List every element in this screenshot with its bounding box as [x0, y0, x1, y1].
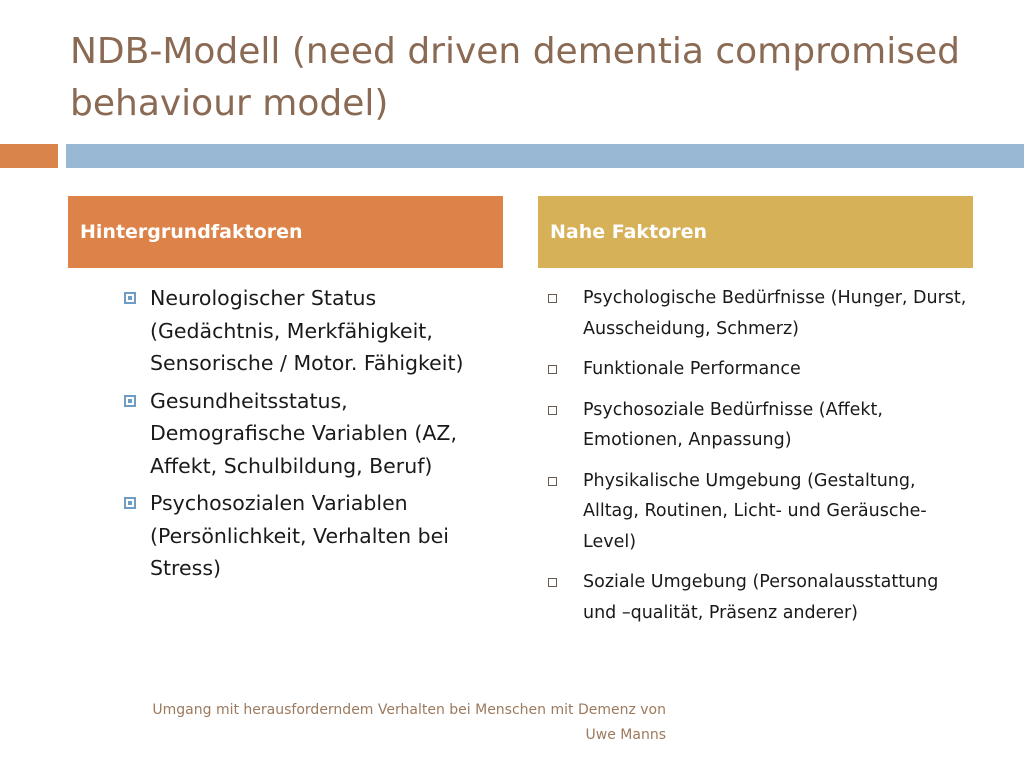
list-item-text: Psychologische Bedürfnisse (Hunger, Durs…: [583, 288, 967, 339]
list-item: Neurologischer Status (Gedächtnis, Merkf…: [120, 282, 500, 380]
list-item: Funktionale Performance: [548, 354, 973, 385]
slide-footer: Umgang mit herausforderndem Verhalten be…: [60, 698, 666, 748]
hollow-square-bullet-icon: [548, 405, 557, 415]
hollow-square-bullet-icon: [548, 578, 557, 587]
list-item-text: Gesundheitsstatus, Demografische Variabl…: [150, 388, 457, 478]
accent-bar-blue: [66, 144, 1024, 168]
slide-title: NDB-Modell (need driven dementia comprom…: [70, 31, 960, 124]
footer-line-1: Umgang mit herausforderndem Verhalten be…: [152, 702, 666, 718]
list-item-text: Neurologischer Status (Gedächtnis, Merkf…: [150, 286, 464, 375]
list-item: Psychosozialen Variablen (Persönlichkeit…: [120, 487, 500, 585]
hollow-square-bullet-icon: [548, 294, 557, 303]
list-item: Gesundheitsstatus, Demografische Variabl…: [120, 385, 500, 483]
square-bullet-icon: [124, 292, 136, 304]
hollow-square-bullet-icon: [548, 365, 557, 374]
left-bullet-list: Neurologischer Status (Gedächtnis, Merkf…: [120, 282, 500, 590]
list-item: Psychologische Bedürfnisse (Hunger, Durs…: [548, 283, 973, 344]
list-item-text: Physikalische Umgebung (Gestaltung, Allt…: [583, 470, 927, 552]
footer-line-2: Uwe Manns: [585, 727, 666, 743]
list-item-text: Soziale Umgebung (Personalausstattung un…: [583, 572, 939, 623]
square-bullet-icon: [124, 497, 136, 509]
list-item: Psychosoziale Bedürfnisse (Affekt, Emoti…: [548, 395, 973, 456]
list-item-text: Psychosoziale Bedürfnisse (Affekt, Emoti…: [583, 399, 883, 451]
list-item-text: Psychosozialen Variablen (Persönlichkeit…: [150, 491, 449, 580]
accent-bar-orange: [0, 144, 58, 168]
list-item: Soziale Umgebung (Personalausstattung un…: [548, 567, 973, 628]
right-column-header: Nahe Faktoren: [538, 196, 973, 268]
list-item-text: Funktionale Performance: [583, 359, 801, 379]
list-item: Physikalische Umgebung (Gestaltung, Allt…: [548, 466, 973, 558]
left-column-header: Hintergrundfaktoren: [68, 196, 503, 268]
square-bullet-icon: [124, 394, 136, 407]
right-bullet-list: Psychologische Bedürfnisse (Hunger, Durs…: [548, 283, 973, 638]
hollow-square-bullet-icon: [548, 476, 557, 486]
